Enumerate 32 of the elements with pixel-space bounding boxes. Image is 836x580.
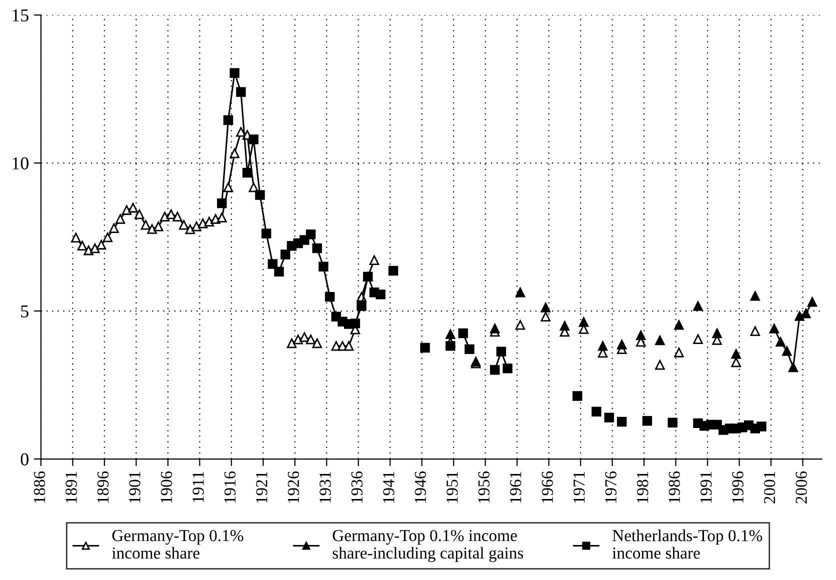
x-tick-label: 1946 [414, 471, 426, 503]
x-tick-label: 1991 [700, 472, 712, 503]
x-tick-label: 1906 [160, 471, 172, 503]
x-tick-label: 1911 [192, 472, 204, 502]
x-tick-label: 1956 [478, 471, 490, 503]
x-tick-label: 1926 [288, 471, 300, 503]
x-tick-label: 1936 [351, 471, 363, 503]
x-tick-label: 1966 [542, 471, 553, 503]
x-tick-label: 1971 [574, 472, 585, 503]
y-tick-label: 0 [20, 453, 28, 466]
x-tick-label: 1961 [510, 472, 522, 503]
y-tick-label: 15 [12, 9, 28, 22]
x-tick-label: 1996 [732, 471, 744, 503]
y-tick-label: 5 [21, 305, 28, 318]
y-tick-label: 10 [12, 157, 28, 170]
x-tick-label: 1951 [446, 472, 458, 503]
x-tick-label: 2006 [796, 471, 807, 504]
legend-label: Germany-Top 0.1% income share [112, 530, 244, 559]
x-tick-label: 1891 [66, 472, 77, 503]
legend-label: Germany-Top 0.1% income share-including capital gains [332, 530, 524, 562]
legend-label: Netherlands-Top 0.1% income share [612, 530, 762, 559]
x-tick-label: 1921 [256, 472, 268, 503]
x-tick-label: 1901 [129, 472, 140, 503]
x-tick-label: 1976 [605, 471, 616, 503]
x-tick-label: 1931 [320, 472, 331, 503]
x-tick-label: 1886 [34, 471, 46, 503]
x-tick-label: 1981 [636, 472, 648, 503]
x-tick-label: 1986 [668, 471, 680, 503]
x-tick-label: 2001 [764, 472, 776, 504]
x-tick-label: 1941 [383, 472, 394, 503]
x-tick-label: 1916 [224, 471, 236, 503]
x-tick-label: 1896 [97, 471, 109, 503]
